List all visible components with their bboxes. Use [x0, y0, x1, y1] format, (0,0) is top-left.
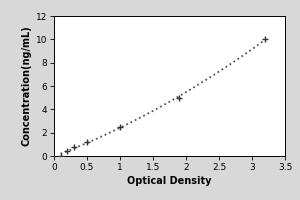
- X-axis label: Optical Density: Optical Density: [127, 176, 212, 186]
- Y-axis label: Concentration(ng/mL): Concentration(ng/mL): [21, 26, 32, 146]
